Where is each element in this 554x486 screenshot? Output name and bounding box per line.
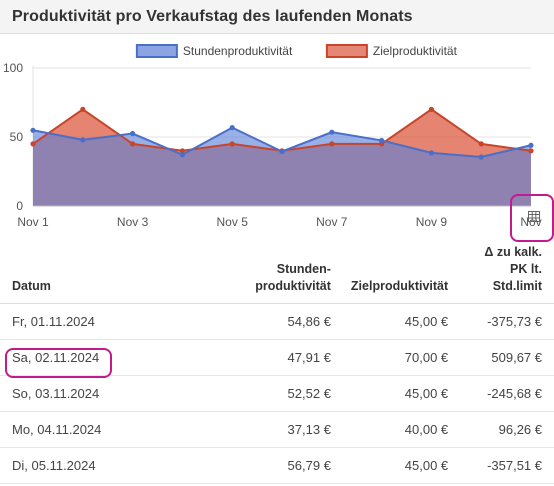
data-point: [379, 137, 385, 144]
data-point: [130, 141, 136, 147]
col-header-sp-line2: produktivität: [255, 279, 331, 293]
data-point: [179, 148, 185, 154]
data-point: [528, 148, 534, 154]
col-header-delta-line2: PK lt.: [510, 262, 542, 276]
table-row: Di, 05.11.2024 56,79 € 45,00 € -357,51 €: [0, 447, 554, 484]
show-table-button[interactable]: [526, 208, 542, 224]
cell-date: Mo, 04.11.2024: [0, 411, 210, 448]
cell-zielproduktivitaet: 40,00 €: [338, 411, 457, 448]
y-tick-label: 50: [10, 130, 24, 144]
cell-date: Fr, 01.11.2024: [0, 303, 210, 340]
data-point: [80, 137, 86, 143]
data-point: [329, 141, 335, 147]
data-point: [528, 142, 534, 148]
card-header: Produktivität pro Verkaufstag des laufen…: [0, 0, 554, 34]
cell-stundenproduktivitaet: 54,86 €: [209, 303, 339, 340]
productivity-table: Datum Stunden- produktivität Zielprodukt…: [0, 244, 554, 484]
data-point: [80, 106, 86, 112]
col-header-date[interactable]: Datum: [0, 244, 210, 304]
x-tick-label: Nov 9: [416, 215, 448, 229]
cell-date: So, 03.11.2024: [0, 375, 210, 412]
legend-swatch: [135, 44, 178, 58]
cell-zielproduktivitaet: 45,00 €: [338, 447, 457, 484]
table-icon: [528, 210, 540, 222]
cell-delta: -357,51 €: [456, 447, 554, 484]
data-point: [229, 125, 235, 131]
data-point: [179, 152, 185, 158]
legend-label: Stundenproduktivität: [183, 44, 293, 58]
data-point: [30, 127, 36, 133]
col-header-delta[interactable]: Δ zu kalk. PK lt. Std.limit: [456, 244, 554, 304]
cell-date: Sa, 02.11.2024: [0, 339, 210, 376]
cell-stundenproduktivitaet: 47,91 €: [209, 339, 339, 376]
cell-delta: -375,73 €: [456, 303, 554, 340]
legend-label: Zielproduktivität: [373, 44, 458, 58]
cell-delta: -245,68 €: [456, 375, 554, 412]
cell-zielproduktivitaet: 45,00 €: [338, 303, 457, 340]
x-tick-label: Nov 3: [117, 215, 149, 229]
legend-item-zielproduktivitaet: Zielproduktivität: [325, 44, 458, 58]
col-header-delta-line1: Δ zu kalk.: [484, 245, 542, 259]
x-tick-label: Nov: [520, 215, 541, 229]
y-tick-label: 100: [3, 61, 23, 75]
data-point: [478, 141, 484, 147]
data-point: [428, 150, 434, 156]
data-point: [428, 106, 434, 112]
cell-zielproduktivitaet: 45,00 €: [338, 375, 457, 412]
table-row: Fr, 01.11.2024 54,86 € 45,00 € -375,73 €: [0, 303, 554, 340]
cell-stundenproduktivitaet: 52,52 €: [209, 375, 339, 412]
x-tick-label: Nov 1: [17, 215, 49, 229]
legend-swatch: [325, 44, 368, 58]
cell-date: Di, 05.11.2024: [0, 447, 210, 484]
cell-delta: 96,26 €: [456, 411, 554, 448]
cell-stundenproduktivitaet: 56,79 €: [209, 447, 339, 484]
x-tick-label: Nov 7: [316, 215, 348, 229]
chart-area: 0 50 100 Nov 1 Nov 3 Nov 5 Nov 7 Nov 9 Nov Stunde…: [0, 34, 554, 244]
productivity-chart: 0 50 100 Nov 1 Nov 3 Nov 5 Nov 7 Nov 9 Nov Stunde…: [3, 44, 542, 229]
col-header-delta-line3: Std.limit: [492, 279, 542, 293]
y-tick-label: 0: [16, 199, 23, 213]
page-title: Produktivität pro Verkaufstag des laufen…: [12, 7, 413, 25]
cell-delta: 509,67 €: [456, 339, 554, 376]
table-row: Mo, 04.11.2024 37,13 € 40,00 € 96,26 €: [0, 411, 554, 448]
legend-item-stundenproduktivitaet: Stundenproduktivität: [135, 44, 293, 58]
cell-zielproduktivitaet: 70,00 €: [338, 339, 457, 376]
cell-stundenproduktivitaet: 37,13 €: [209, 411, 339, 448]
table-row: Sa, 02.11.2024 47,91 € 70,00 € 509,67 €: [0, 339, 554, 376]
col-header-stundenproduktivitaet[interactable]: Stunden- produktivität: [209, 244, 339, 304]
data-point: [279, 148, 285, 155]
col-header-sp-line1: Stunden-: [276, 262, 331, 276]
data-point: [30, 141, 36, 147]
data-point: [130, 130, 136, 137]
table-header-row: Datum Stunden- produktivität Zielprodukt…: [0, 244, 554, 304]
table-row: So, 03.11.2024 52,52 € 45,00 € -245,68 €: [0, 375, 554, 412]
data-point: [329, 129, 335, 135]
data-point: [229, 141, 235, 147]
x-tick-label: Nov 5: [217, 215, 249, 229]
col-header-zielproduktivitaet[interactable]: Zielproduktivität: [338, 244, 457, 304]
data-point: [478, 154, 484, 160]
